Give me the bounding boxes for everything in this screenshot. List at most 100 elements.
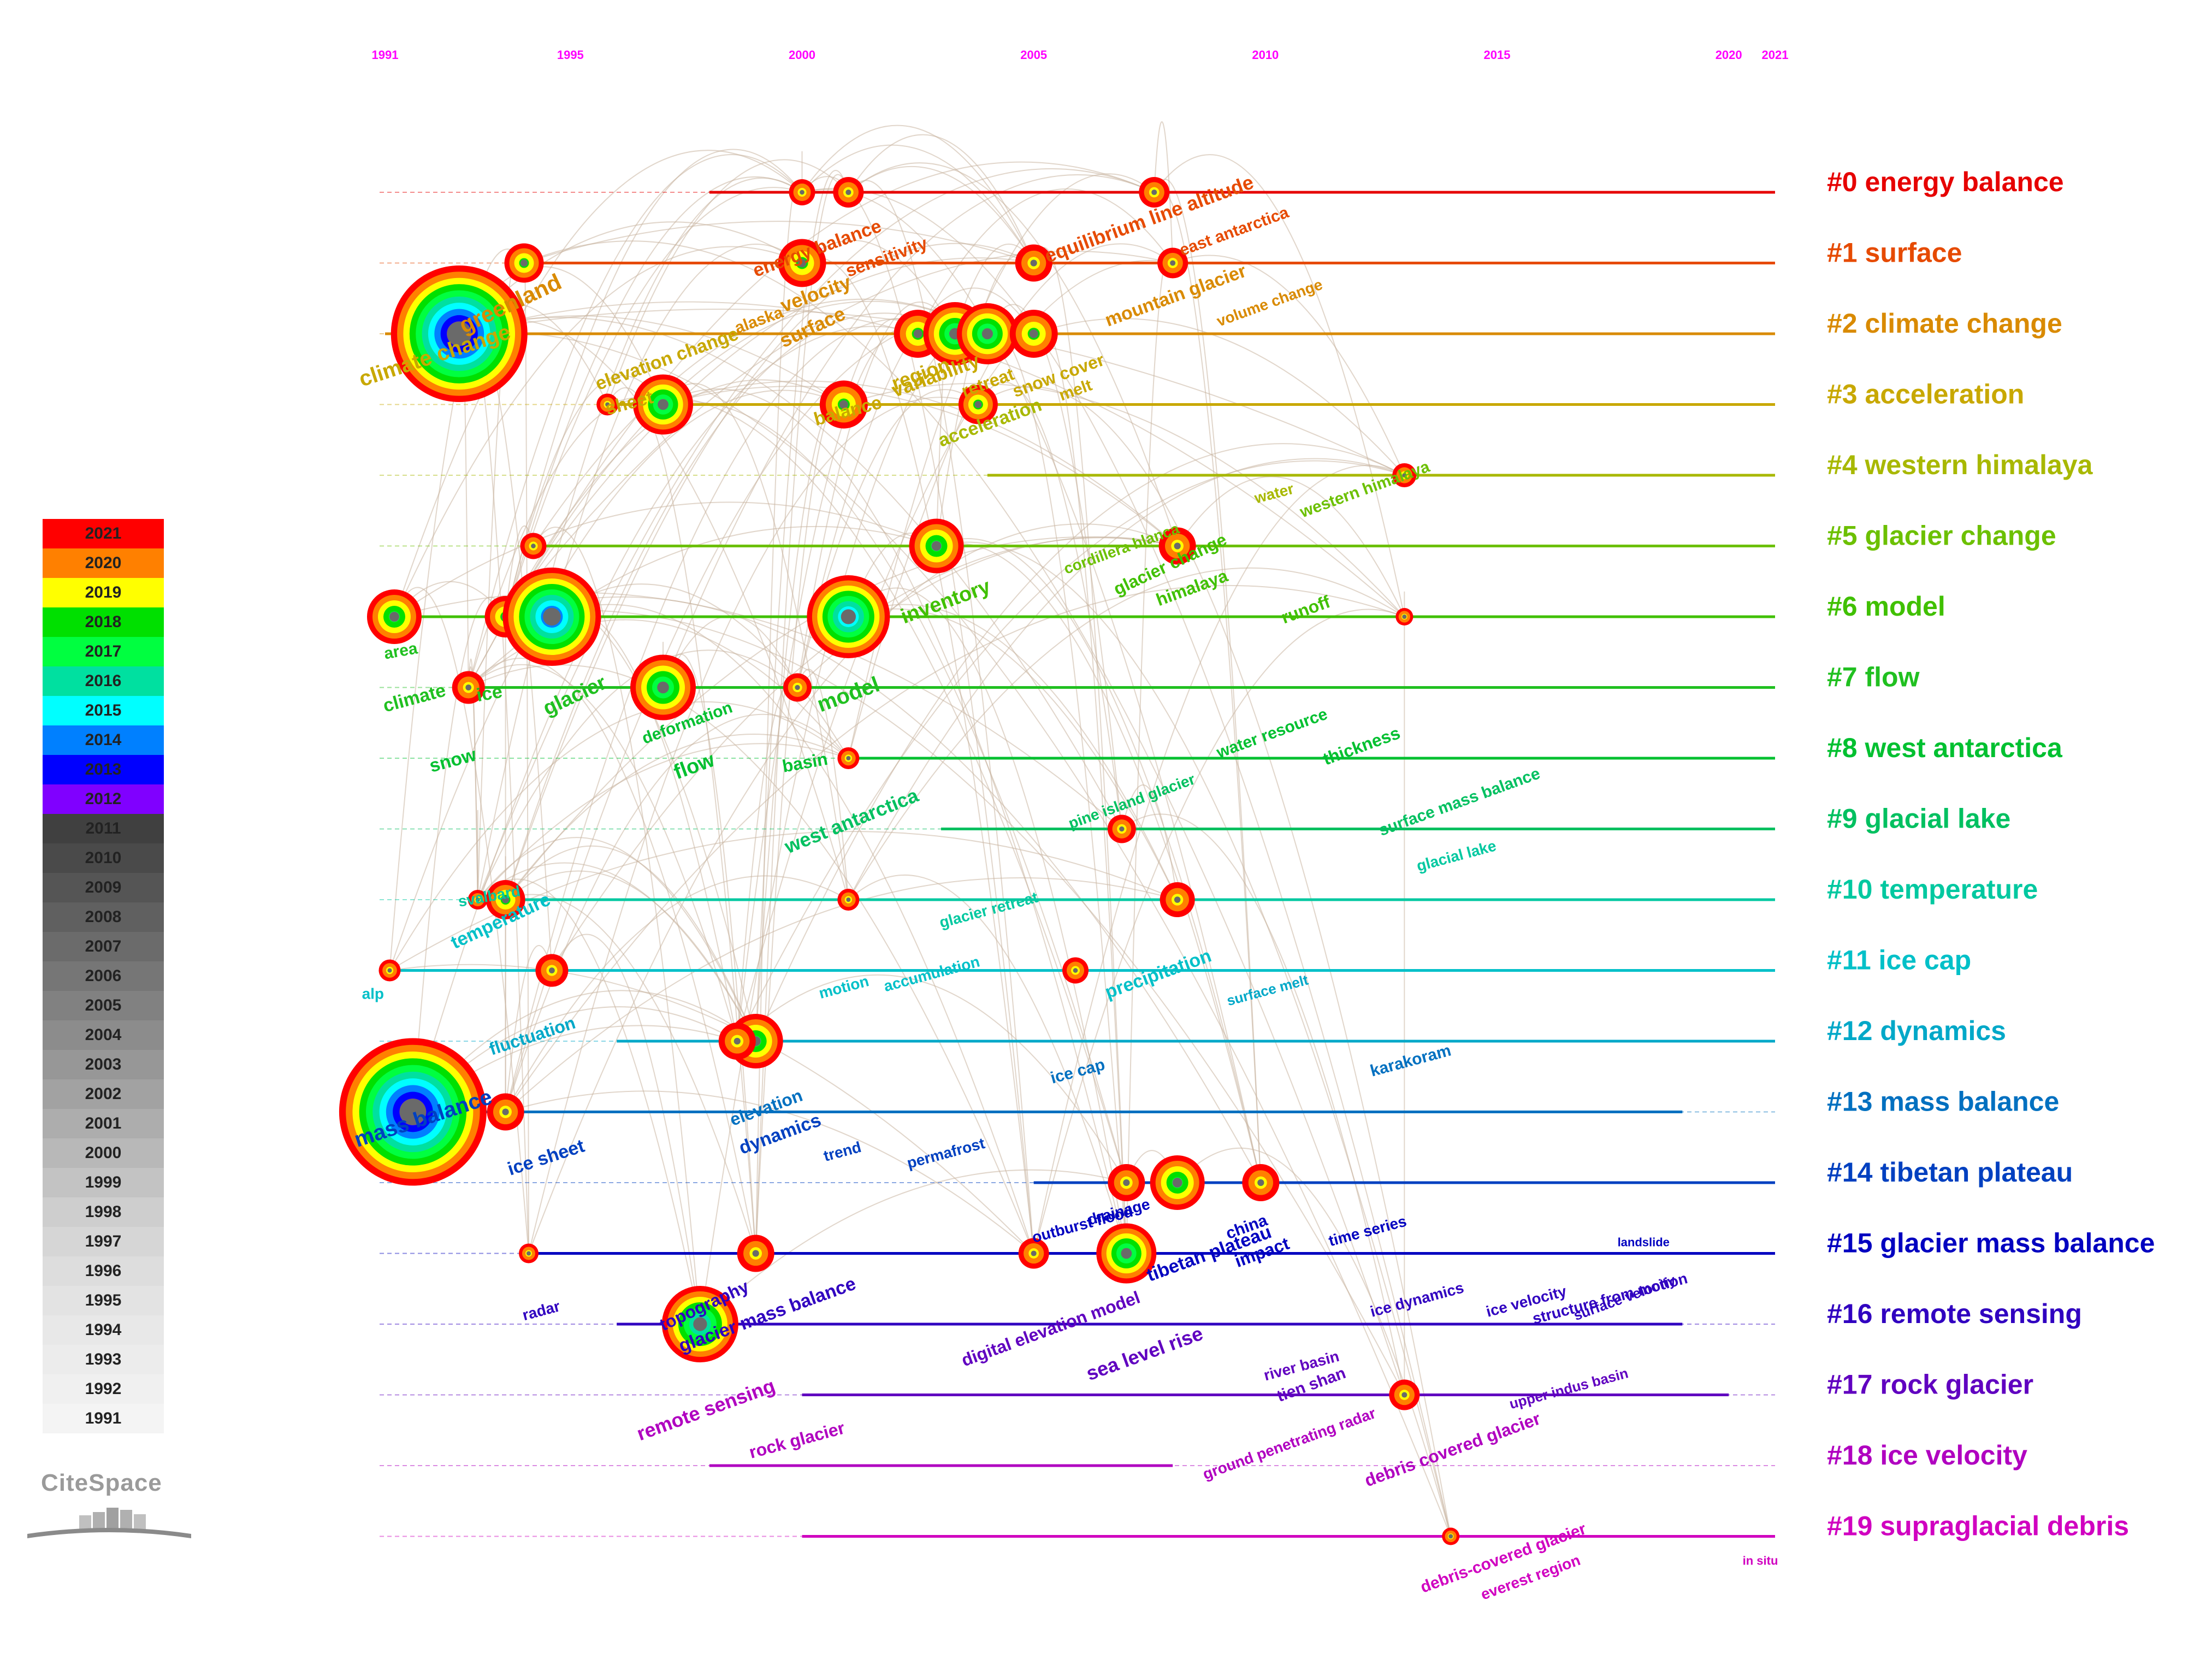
keyword-node xyxy=(1392,463,1417,487)
legend-swatch xyxy=(43,1256,164,1286)
year-tick: 2010 xyxy=(1252,48,1279,62)
keyword-node xyxy=(956,303,1018,364)
legend-year: 1991 xyxy=(85,1409,122,1427)
keyword-label: ice xyxy=(475,681,504,706)
node-core xyxy=(1257,1179,1264,1186)
legend-swatch xyxy=(43,1050,164,1079)
citation-arc xyxy=(848,166,1034,264)
legend-swatch xyxy=(43,578,164,607)
citation-arc xyxy=(389,964,1034,1254)
legend-year: 2020 xyxy=(85,554,122,572)
citation-arc xyxy=(978,381,1122,829)
keyword-node xyxy=(633,374,693,435)
keyword-label: accumulation xyxy=(882,953,981,995)
legend-year: 1999 xyxy=(85,1173,122,1191)
keyword-node xyxy=(378,959,401,982)
year-tick: 2005 xyxy=(1020,48,1047,62)
legend-year: 2001 xyxy=(85,1114,122,1132)
node-core xyxy=(399,1099,427,1125)
citation-arc xyxy=(505,845,756,1042)
cluster-label: #19 supraglacial debris xyxy=(1827,1511,2129,1542)
year-tick: 1991 xyxy=(372,48,399,62)
citation-arc xyxy=(801,176,1034,1254)
keyword-label: remote sensing xyxy=(634,1374,778,1445)
citation-arc xyxy=(468,664,738,1042)
citation-arc xyxy=(1172,255,1405,476)
keyword-node xyxy=(737,1235,774,1272)
cluster-label: #14 tibetan plateau xyxy=(1827,1157,2073,1188)
cluster-label: #15 glacier mass balance xyxy=(1827,1228,2155,1259)
keyword-node xyxy=(837,889,860,911)
legend-swatch xyxy=(43,1168,164,1197)
node-core xyxy=(981,328,993,340)
citation-arc xyxy=(389,389,844,971)
citation-arc xyxy=(848,567,1405,900)
keyword-node xyxy=(486,880,525,919)
citation-arc xyxy=(663,388,1127,1254)
cluster-label: #13 mass balance xyxy=(1827,1087,2059,1117)
node-core xyxy=(605,402,610,407)
citation-arc xyxy=(505,312,955,900)
citation-arc xyxy=(801,125,1034,263)
citation-arc xyxy=(848,874,1127,1254)
node-core xyxy=(1151,189,1157,196)
citation-arc xyxy=(848,134,1034,263)
legend-year: 2017 xyxy=(85,642,122,660)
citation-arc xyxy=(505,375,664,617)
cluster-label: #17 rock glacier xyxy=(1827,1369,2033,1400)
node-core xyxy=(521,259,528,267)
keyword-node xyxy=(518,1243,539,1263)
keyword-node xyxy=(837,747,860,769)
citation-arc xyxy=(1033,609,1405,1254)
citation-arc xyxy=(936,542,1262,1183)
citation-arc xyxy=(1121,784,1178,900)
keyword-label: runoff xyxy=(1279,592,1333,628)
keyword-node xyxy=(1389,1379,1420,1410)
year-tick: 1995 xyxy=(557,48,584,62)
node-core xyxy=(1073,968,1078,973)
node-core xyxy=(1174,896,1181,903)
node-core xyxy=(1402,615,1407,619)
legend-year: 2011 xyxy=(85,819,121,837)
citation-arc xyxy=(1121,813,1405,1395)
keyword-label: western himalaya xyxy=(1297,458,1433,522)
citation-arc xyxy=(848,458,1405,900)
node-core xyxy=(913,329,922,338)
citation-arc xyxy=(505,257,1034,617)
citation-arc xyxy=(412,326,918,1112)
keyword-label: glacier retreat xyxy=(938,889,1040,931)
legend-year: 1994 xyxy=(85,1321,122,1339)
keyword-node xyxy=(1442,1527,1460,1545)
keyword-label: ice dynamics xyxy=(1368,1279,1465,1320)
legend-swatch xyxy=(43,725,164,755)
legend-swatch xyxy=(43,1227,164,1256)
citation-arc xyxy=(505,945,553,1112)
keyword-node xyxy=(778,239,826,287)
keyword-node xyxy=(819,380,868,429)
citation-arc xyxy=(505,187,802,617)
citation-arc xyxy=(802,187,1452,1537)
keyword-node xyxy=(909,518,964,574)
legend-swatch xyxy=(43,607,164,637)
citation-arc xyxy=(524,221,1034,264)
legend-year: 2012 xyxy=(85,790,122,808)
legend-swatch xyxy=(43,902,164,932)
citation-arc xyxy=(533,298,988,547)
cluster-timelines xyxy=(380,191,1775,1538)
keyword-node xyxy=(366,589,422,644)
citation-arc xyxy=(801,239,956,334)
citation-arc xyxy=(505,875,849,1112)
year-tick: 2015 xyxy=(1484,48,1511,62)
citation-arc xyxy=(663,383,849,900)
keyword-node xyxy=(1108,1164,1145,1201)
citation-arc xyxy=(848,180,1034,1254)
node-core xyxy=(543,607,561,626)
keyword-label: inventory xyxy=(898,575,993,628)
keyword-node xyxy=(1009,310,1058,358)
citation-arc xyxy=(797,669,849,900)
cluster-label: #3 acceleration xyxy=(1827,379,2024,410)
keyword-label: water xyxy=(1252,480,1296,507)
legend-year: 2013 xyxy=(85,760,122,778)
citation-arc xyxy=(848,173,1155,759)
cluster-label: #18 ice velocity xyxy=(1827,1440,2027,1471)
